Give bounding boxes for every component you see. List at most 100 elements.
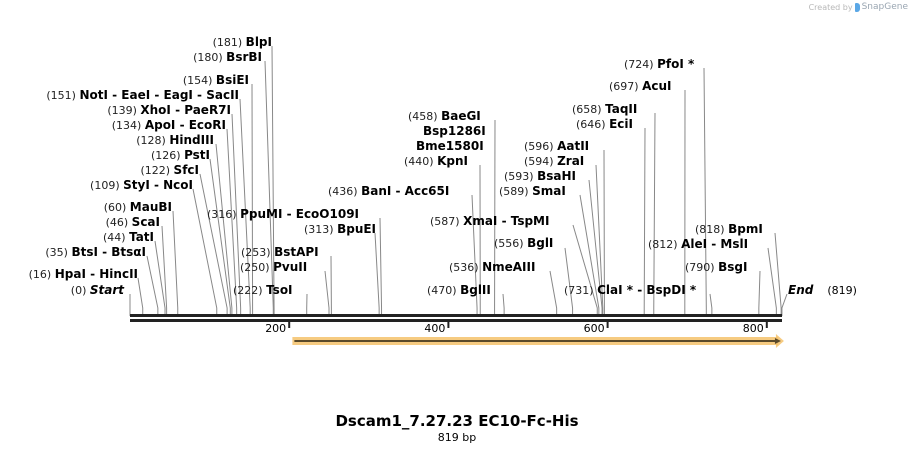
site-position: (109) bbox=[90, 179, 123, 192]
site-btsi[interactable] bbox=[146, 255, 159, 316]
site-label[interactable]: (658) TaqII bbox=[572, 102, 637, 116]
site-label[interactable]: (594) ZraI bbox=[524, 154, 584, 168]
site-label[interactable]: (154) BsiEI bbox=[183, 73, 249, 87]
site-alei[interactable] bbox=[767, 247, 777, 316]
site-label[interactable]: (556) BglI bbox=[494, 236, 553, 250]
site-pvuii[interactable] bbox=[324, 270, 330, 316]
site-smai[interactable] bbox=[579, 194, 600, 316]
site-label[interactable]: (313) BpuEI bbox=[304, 222, 376, 236]
site-label[interactable]: (222) TsoI bbox=[233, 283, 293, 297]
snapgene-credit: Created by SnapGene bbox=[809, 2, 908, 12]
site-apoi[interactable] bbox=[226, 128, 238, 316]
site-bsgi[interactable] bbox=[758, 270, 761, 316]
site-label[interactable]: (470) BglII bbox=[427, 283, 491, 297]
site-position: (313) bbox=[304, 223, 337, 236]
site-xmai[interactable] bbox=[572, 224, 598, 316]
enzyme-name: BglII bbox=[460, 283, 491, 297]
site-label[interactable]: Bsp1286I bbox=[423, 124, 486, 138]
site-label[interactable]: (731) ClaI * - BspDI * bbox=[564, 283, 697, 297]
site-tati[interactable] bbox=[154, 240, 166, 316]
site-label[interactable]: (44) TatI bbox=[103, 230, 154, 244]
site-position: (790) bbox=[685, 261, 718, 274]
site-label[interactable]: (134) ApoI - EcoRI bbox=[112, 118, 226, 132]
site-bpuei[interactable] bbox=[374, 232, 380, 316]
site-label[interactable]: (253) BstAPI bbox=[241, 245, 319, 259]
enzyme-name: BsgI bbox=[718, 260, 747, 274]
site-position: (134) bbox=[112, 119, 145, 132]
site-label[interactable]: (436) BanI - Acc65I bbox=[328, 184, 449, 198]
site-bsiei[interactable] bbox=[251, 83, 254, 316]
site-hindiii[interactable] bbox=[215, 143, 233, 316]
axis-tick-label: 600 bbox=[584, 322, 605, 335]
site-label[interactable]: (109) StyI - NcoI bbox=[90, 178, 193, 192]
site-label[interactable]: (128) HindIII bbox=[136, 133, 214, 147]
site-label[interactable]: (697) AcuI bbox=[609, 79, 672, 93]
site-label[interactable]: (46) ScaI bbox=[106, 215, 160, 229]
site-line bbox=[199, 173, 228, 316]
site-label[interactable]: (587) XmaI - TspMI bbox=[430, 214, 549, 228]
site-label[interactable]: (724) PfoI * bbox=[624, 57, 695, 71]
site-line bbox=[324, 270, 330, 316]
site-label[interactable]: Bme1580I bbox=[416, 139, 484, 153]
site-label[interactable]: (316) PpuMI - EcoO109I bbox=[207, 207, 359, 221]
site-noti[interactable] bbox=[239, 98, 251, 316]
site-label[interactable]: (818) BpmI bbox=[695, 222, 763, 236]
site-label[interactable]: (812) AleI - MslI bbox=[648, 237, 748, 251]
site-label[interactable]: (790) BsgI bbox=[685, 260, 747, 274]
site-maubi[interactable] bbox=[172, 210, 179, 316]
site-sfci[interactable] bbox=[199, 173, 228, 316]
site-label[interactable]: (0) Start bbox=[71, 283, 125, 297]
site-blpi[interactable] bbox=[271, 45, 275, 316]
site-bglii[interactable] bbox=[502, 293, 505, 316]
site-position: (46) bbox=[106, 216, 132, 229]
site-end[interactable] bbox=[781, 293, 788, 316]
site-xhoi[interactable] bbox=[231, 113, 242, 316]
site-zrai[interactable] bbox=[595, 164, 604, 316]
site-taqii[interactable] bbox=[653, 112, 656, 316]
site-label[interactable]: (180) BsrBI bbox=[193, 50, 262, 64]
site-clai[interactable] bbox=[709, 293, 713, 316]
site-label[interactable]: (458) BaeGI bbox=[408, 109, 481, 123]
site-position: (128) bbox=[136, 134, 169, 147]
site-ecii[interactable] bbox=[643, 127, 646, 316]
site-line bbox=[251, 83, 254, 316]
site-label[interactable]: (181) BlpI bbox=[213, 35, 272, 49]
site-scai[interactable] bbox=[161, 225, 168, 316]
enzyme-name: ScaI bbox=[132, 215, 160, 229]
restriction-map: (181) BlpI(180) BsrBI (154) BsiEI(151) No… bbox=[29, 35, 857, 348]
site-bani[interactable] bbox=[471, 194, 478, 316]
site-line bbox=[781, 293, 788, 316]
site-bgli[interactable] bbox=[564, 247, 574, 316]
site-bsrbi[interactable] bbox=[264, 60, 274, 316]
axis-tick bbox=[765, 321, 768, 328]
site-position: (731) bbox=[564, 284, 597, 297]
enzyme-name: PvuII bbox=[273, 260, 307, 274]
site-label[interactable]: (126) PstI bbox=[151, 148, 210, 162]
site-bpmi[interactable] bbox=[774, 232, 782, 316]
site-label[interactable]: (60) MauBI bbox=[104, 200, 172, 214]
site-label[interactable]: (593) BsaHI bbox=[504, 169, 576, 183]
site-label[interactable]: (250) PvuII bbox=[240, 260, 307, 274]
site-label[interactable]: (35) BtsI - BtsαI bbox=[45, 245, 146, 259]
site-pfoi[interactable] bbox=[703, 67, 707, 316]
site-label[interactable]: (536) NmeAIII bbox=[449, 260, 535, 274]
site-label[interactable]: (596) AatII bbox=[524, 139, 589, 153]
site-psti[interactable] bbox=[209, 158, 231, 316]
site-label[interactable]: (440) KpnI bbox=[404, 154, 468, 168]
site-line bbox=[271, 45, 275, 316]
axis-tick bbox=[606, 321, 609, 328]
site-label[interactable]: (122) SfcI bbox=[140, 163, 199, 177]
site-label[interactable]: (139) XhoI - PaeR7I bbox=[107, 103, 231, 117]
site-hpai[interactable] bbox=[137, 277, 144, 316]
site-label[interactable]: (646) EciI bbox=[576, 117, 633, 131]
site-ppumi[interactable] bbox=[379, 217, 383, 316]
site-label[interactable]: (151) NotI - EaeI - EagI - SacII bbox=[46, 88, 239, 102]
site-label[interactable]: (589) SmaI bbox=[499, 184, 566, 198]
site-label[interactable]: (16) HpaI - HincII bbox=[29, 267, 138, 281]
sequence-title: Dscam1_7.27.23 EC10-Fc-His bbox=[335, 412, 579, 430]
enzyme-name: NmeAIII bbox=[482, 260, 535, 274]
site-bsahi[interactable] bbox=[588, 179, 603, 316]
site-position: (253) bbox=[241, 246, 274, 259]
site-styi[interactable] bbox=[192, 188, 218, 316]
site-nmeaiii[interactable] bbox=[549, 270, 558, 316]
